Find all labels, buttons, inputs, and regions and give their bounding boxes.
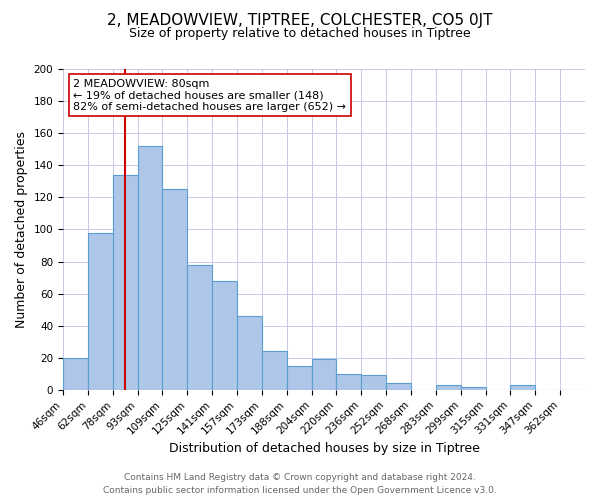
Bar — [237, 316, 262, 390]
Bar — [212, 281, 237, 390]
Y-axis label: Number of detached properties: Number of detached properties — [15, 131, 28, 328]
Bar — [511, 385, 535, 390]
Bar — [436, 385, 461, 390]
Bar — [361, 376, 386, 390]
Bar — [461, 386, 485, 390]
Text: Size of property relative to detached houses in Tiptree: Size of property relative to detached ho… — [129, 28, 471, 40]
Bar — [187, 264, 212, 390]
Bar — [113, 175, 137, 390]
Text: 2, MEADOWVIEW, TIPTREE, COLCHESTER, CO5 0JT: 2, MEADOWVIEW, TIPTREE, COLCHESTER, CO5 … — [107, 12, 493, 28]
Text: 2 MEADOWVIEW: 80sqm
← 19% of detached houses are smaller (148)
82% of semi-detac: 2 MEADOWVIEW: 80sqm ← 19% of detached ho… — [73, 78, 346, 112]
Bar — [386, 384, 411, 390]
Text: Contains HM Land Registry data © Crown copyright and database right 2024.
Contai: Contains HM Land Registry data © Crown c… — [103, 474, 497, 495]
Bar — [287, 366, 311, 390]
Bar — [137, 146, 163, 390]
Bar — [337, 374, 361, 390]
Bar — [262, 352, 287, 390]
Bar — [163, 190, 187, 390]
Bar — [311, 360, 337, 390]
Bar — [88, 232, 113, 390]
Bar — [63, 358, 88, 390]
X-axis label: Distribution of detached houses by size in Tiptree: Distribution of detached houses by size … — [169, 442, 479, 455]
